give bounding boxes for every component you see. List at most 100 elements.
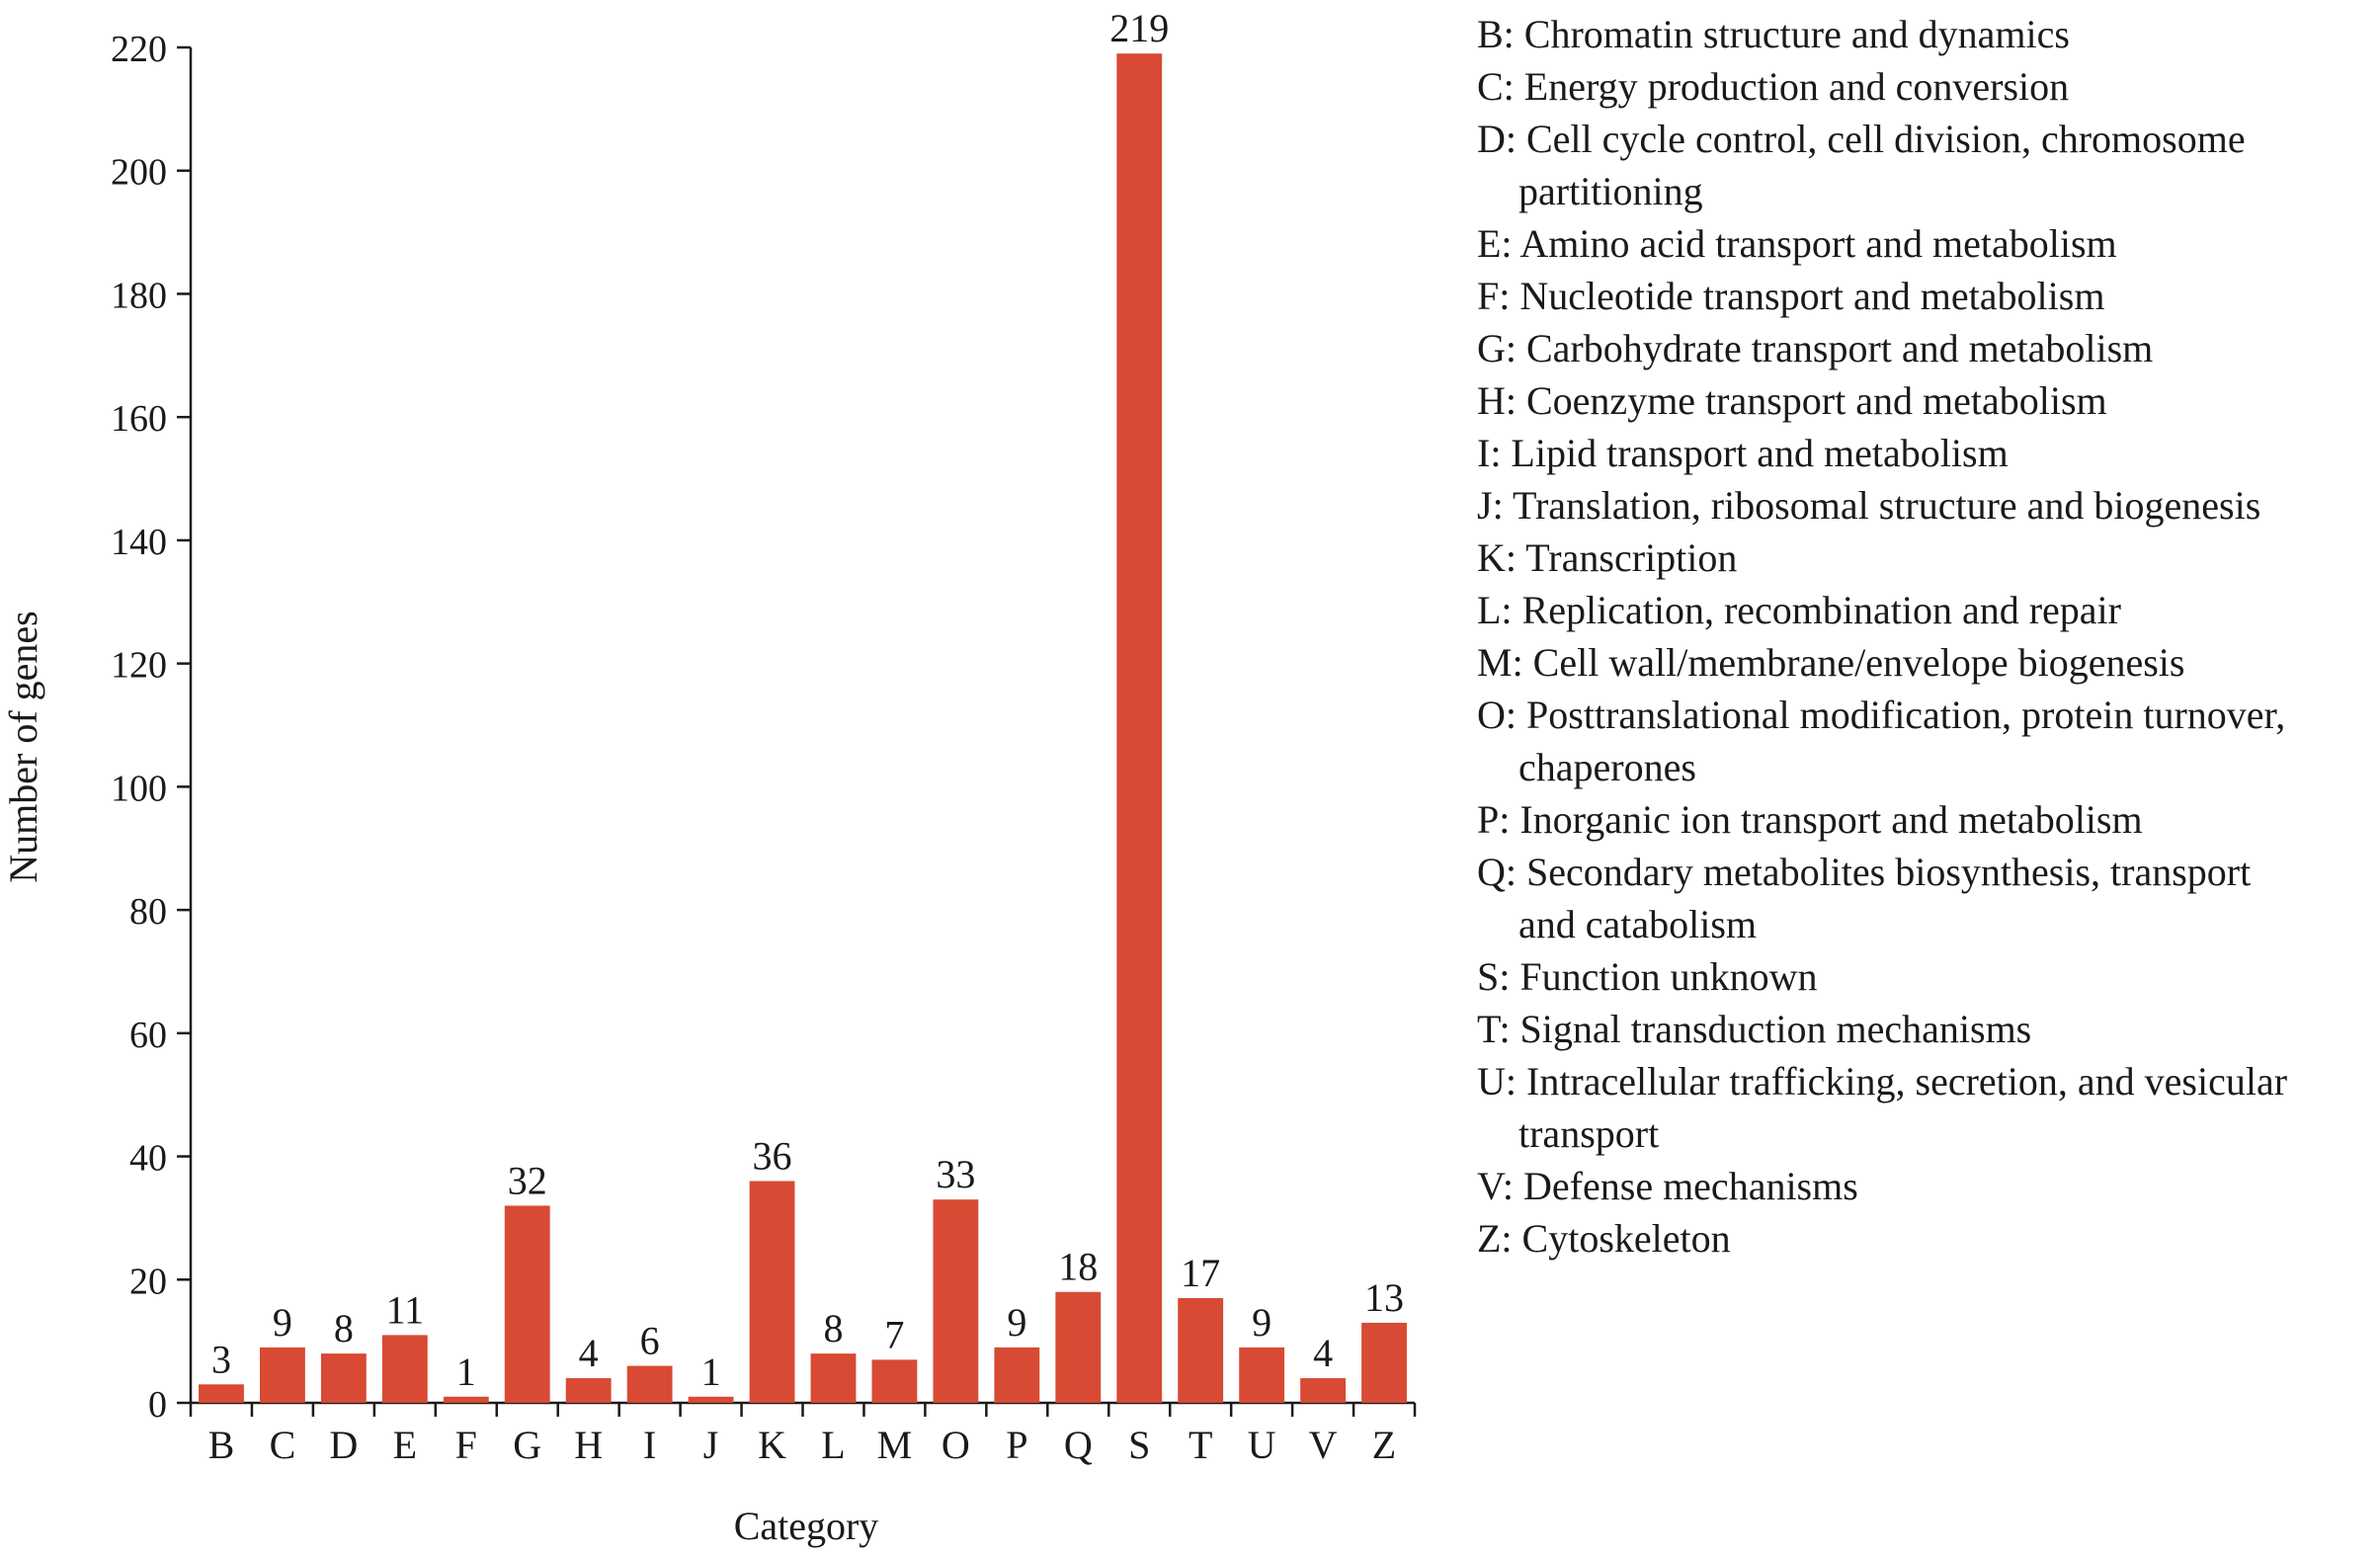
x-tick-label-B: B (208, 1423, 235, 1467)
legend-item-S: S: Function unknown (1477, 950, 2378, 1003)
bar-Z (1361, 1322, 1407, 1403)
y-tick-label: 120 (111, 645, 167, 687)
legend-text: U: Intracellular trafficking, secretion,… (1477, 1059, 2288, 1104)
legend-item-G: G: Carbohydrate transport and metabolism (1477, 322, 2378, 374)
x-tick-label-E: E (393, 1423, 417, 1467)
legend-text: O: Posttranslational modification, prote… (1477, 693, 2286, 737)
legend-item-B: B: Chromatin structure and dynamics (1477, 8, 2378, 60)
x-tick-label-P: P (1006, 1423, 1027, 1467)
bar-U (1239, 1347, 1285, 1403)
y-axis-title: Number of genes (1, 611, 45, 882)
x-tick-label-K: K (758, 1423, 786, 1467)
x-tick-label-T: T (1189, 1423, 1212, 1467)
bar-value-label-B: 3 (211, 1337, 231, 1381)
bar-value-label-U: 9 (1252, 1300, 1272, 1345)
bar-value-label-L: 8 (823, 1306, 843, 1350)
x-tick-label-H: H (574, 1423, 603, 1467)
bar-G (504, 1205, 550, 1403)
bar-S (1116, 53, 1163, 1404)
bar-J (688, 1396, 734, 1403)
x-tick-label-O: O (942, 1423, 970, 1467)
bar-value-label-G: 32 (508, 1158, 547, 1202)
legend-text: C: Energy production and conversion (1477, 64, 2070, 109)
y-tick-label: 0 (148, 1384, 167, 1426)
legend-item-I: I: Lipid transport and metabolism (1477, 427, 2378, 479)
x-tick-label-V: V (1309, 1423, 1338, 1467)
legend-item-T: T: Signal transduction mechanisms (1477, 1003, 2378, 1055)
x-tick-label-I: I (643, 1423, 656, 1467)
x-tick-label-J: J (703, 1423, 719, 1467)
legend-text-continued: partitioning (1518, 169, 1703, 213)
legend-text: P: Inorganic ion transport and metabolis… (1477, 797, 2143, 842)
bar-P (994, 1347, 1040, 1403)
y-tick-label: 200 (111, 152, 167, 194)
y-tick-label: 140 (111, 522, 167, 563)
legend-item-C: C: Energy production and conversion (1477, 60, 2378, 113)
bar-value-label-D: 8 (334, 1306, 354, 1350)
legend-item-O: O: Posttranslational modification, prote… (1477, 689, 2378, 793)
legend-text: G: Carbohydrate transport and metabolism (1477, 326, 2154, 370)
legend-text: Q: Secondary metabolites biosynthesis, t… (1477, 850, 2252, 894)
legend-text: K: Transcription (1477, 535, 1738, 580)
legend-text-continued: transport (1518, 1111, 1660, 1156)
bar-value-label-M: 7 (884, 1312, 904, 1356)
legend-item-V: V: Defense mechanisms (1477, 1160, 2378, 1212)
legend-item-E: E: Amino acid transport and metabolism (1477, 217, 2378, 270)
legend-text: E: Amino acid transport and metabolism (1477, 221, 2117, 266)
bar-O (933, 1199, 979, 1403)
bars (199, 53, 1407, 1404)
bar-value-label-O: 33 (936, 1152, 975, 1196)
bar-value-label-E: 11 (386, 1287, 425, 1332)
x-tick-label-Z: Z (1372, 1423, 1396, 1467)
legend-text-continued: and catabolism (1518, 902, 1758, 946)
y-tick-label: 40 (129, 1138, 167, 1180)
bar-F (443, 1396, 489, 1403)
bar-value-label-J: 1 (701, 1350, 721, 1394)
y-tick-label: 80 (129, 891, 167, 933)
legend-text: I: Lipid transport and metabolism (1477, 431, 2009, 475)
legend-text: L: Replication, recombination and repair (1477, 588, 2121, 632)
legend-item-H: H: Coenzyme transport and metabolism (1477, 374, 2378, 427)
bar-value-label-P: 9 (1007, 1300, 1026, 1345)
x-tick-label-L: L (821, 1423, 845, 1467)
legend-text: H: Coenzyme transport and metabolism (1477, 378, 2107, 423)
x-tick-label-D: D (329, 1423, 358, 1467)
x-tick-label-G: G (513, 1423, 541, 1467)
bar-value-label-C: 9 (273, 1300, 292, 1345)
legend-item-Z: Z: Cytoskeleton (1477, 1212, 2378, 1265)
legend-item-K: K: Transcription (1477, 532, 2378, 584)
legend-item-P: P: Inorganic ion transport and metabolis… (1477, 793, 2378, 846)
y-tick-label: 20 (129, 1261, 167, 1302)
x-axis-title: Category (734, 1504, 879, 1548)
legend-text: Z: Cytoskeleton (1477, 1216, 1731, 1261)
bar-value-label-V: 4 (1313, 1331, 1333, 1375)
legend-item-J: J: Translation, ribosomal structure and … (1477, 479, 2378, 532)
bar-B (199, 1384, 244, 1403)
bar-T (1178, 1297, 1224, 1403)
category-legend: B: Chromatin structure and dynamics C: En… (1477, 8, 2378, 1265)
legend-item-U: U: Intracellular trafficking, secretion,… (1477, 1055, 2378, 1160)
legend-text: F: Nucleotide transport and metabolism (1477, 274, 2105, 318)
bar-value-label-Q: 18 (1058, 1245, 1098, 1289)
bar-value-label-T: 17 (1181, 1251, 1220, 1295)
bar-Q (1055, 1291, 1102, 1403)
bar-value-label-K: 36 (753, 1133, 792, 1178)
bar-value-label-S: 219 (1109, 6, 1169, 50)
legend-text: T: Signal transduction mechanisms (1477, 1007, 2032, 1051)
bar-E (381, 1335, 428, 1403)
x-tick-label-C: C (270, 1423, 296, 1467)
bar-value-label-H: 4 (579, 1331, 599, 1375)
y-axis: 0 20 40 60 80 100 120 140 160 180 200 220 (111, 29, 193, 1426)
bar-I (626, 1365, 673, 1403)
bar-H (565, 1378, 612, 1403)
bar-K (749, 1181, 795, 1403)
x-tick-label-F: F (455, 1423, 477, 1467)
bar-D (320, 1353, 367, 1403)
bar-value-label-I: 6 (640, 1319, 660, 1363)
bar-V (1300, 1378, 1346, 1403)
y-tick-label: 100 (111, 768, 167, 809)
legend-item-L: L: Replication, recombination and repair (1477, 584, 2378, 636)
x-tick-label-S: S (1128, 1423, 1150, 1467)
